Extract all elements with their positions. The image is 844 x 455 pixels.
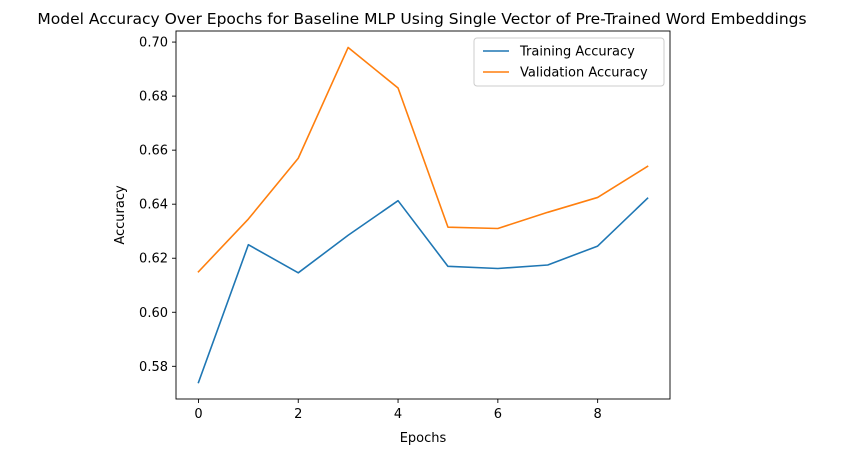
x-tick-label: 6 (494, 407, 502, 422)
y-tick-label: 0.68 (139, 90, 168, 105)
plot-area (197, 46, 649, 384)
x-tick-label: 0 (194, 407, 202, 422)
x-tick-label: 8 (594, 407, 602, 422)
y-tick-label: 0.60 (139, 306, 168, 321)
legend-label: Validation Accuracy (520, 66, 648, 81)
y-tick-label: 0.64 (139, 198, 168, 213)
chart-title: Model Accuracy Over Epochs for Baseline … (37, 10, 806, 28)
y-axis-title: Accuracy (113, 185, 128, 245)
axes-frame (175, 30, 671, 400)
series-line-training-accuracy (197, 197, 649, 384)
x-tick-label: 2 (294, 407, 302, 422)
y-tick-label: 0.66 (139, 144, 168, 159)
legend: Training Accuracy Validation Accuracy (473, 37, 665, 87)
legend-box (473, 37, 665, 87)
y-tick-label: 0.58 (139, 360, 168, 375)
x-axis-title: Epochs (400, 431, 447, 446)
legend-label: Training Accuracy (519, 45, 635, 60)
y-tick-label: 0.70 (139, 36, 168, 51)
y-tick-label: 0.62 (139, 252, 168, 267)
x-tick-label: 4 (394, 407, 402, 422)
series-line-validation-accuracy (197, 46, 649, 273)
axes: Model Accuracy Over Epochs for Baseline … (37, 10, 806, 446)
